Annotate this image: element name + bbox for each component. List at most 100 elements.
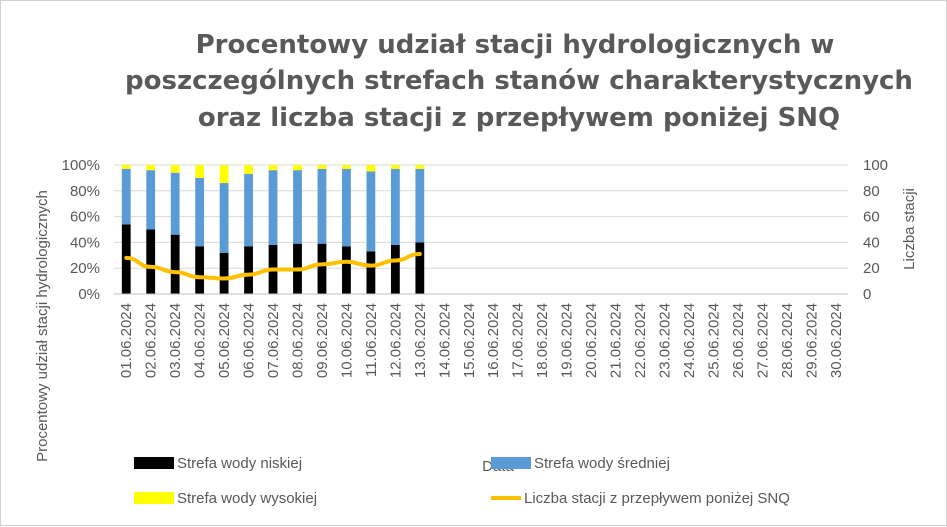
- x-axis-ticks: 01.06.2024 02.06.2024 03.06.2024 04.06.2024…: [118, 303, 845, 378]
- x-tick-label: 01.06.2024: [118, 303, 135, 378]
- bar-series-0-4: [219, 252, 229, 294]
- y-axis-ticks: 0% 20% 40% 60% 80% 100%: [62, 157, 100, 303]
- legend-swatch-2: [134, 492, 174, 504]
- x-tick-label: 15.06.2024: [461, 303, 478, 378]
- chart-title: Procentowy udział stacji hydrologicznych…: [125, 30, 913, 133]
- x-tick-label: 25.06.2024: [705, 303, 722, 378]
- x-tick-label: 08.06.2024: [290, 303, 307, 378]
- y2-tick-label: 60: [863, 209, 880, 226]
- bar-series-1-7: [293, 170, 302, 244]
- y-tick-label: 60%: [70, 209, 100, 226]
- x-tick-label: 20.06.2024: [583, 303, 600, 378]
- bar-series-2-7: [293, 165, 302, 171]
- y2-tick-label: 80: [863, 183, 880, 200]
- y-tick-label: 100%: [62, 157, 100, 174]
- bar-series-1-5: [244, 174, 253, 247]
- y2-tick-label: 100: [863, 157, 888, 174]
- y-tick-label: 80%: [70, 183, 100, 200]
- bar-series-1-4: [219, 183, 229, 253]
- legend-swatch-0: [134, 457, 174, 469]
- bar-series-2-6: [268, 165, 278, 171]
- bar-series-2-1: [146, 165, 156, 171]
- bars: [121, 165, 425, 294]
- x-tick-label: 22.06.2024: [632, 303, 649, 378]
- x-tick-label: 23.06.2024: [657, 303, 674, 378]
- y2-axis-title: Liczba stacji: [901, 188, 918, 270]
- x-tick-label: 30.06.2024: [828, 303, 845, 378]
- x-tick-label: 04.06.2024: [192, 303, 209, 378]
- y-tick-label: 0%: [78, 286, 100, 303]
- y2-axis-ticks: 0 20 40 60 80 100: [863, 157, 888, 303]
- y-tick-label: 40%: [70, 234, 100, 251]
- bar-series-2-2: [170, 165, 180, 173]
- x-tick-label: 16.06.2024: [485, 303, 502, 378]
- legend-label-3: Liczba stacji z przepływem poniżej SNQ: [524, 490, 790, 507]
- y-tick-label: 20%: [70, 260, 100, 277]
- bar-series-2-12: [415, 165, 425, 169]
- chart-title-line-2: poszczególnych strefach stanów charakter…: [125, 66, 913, 96]
- bar-series-2-10: [366, 165, 376, 172]
- x-tick-label: 19.06.2024: [559, 303, 576, 378]
- bar-series-0-2: [170, 234, 180, 294]
- x-tick-label: 09.06.2024: [314, 303, 331, 378]
- legend-label-2: Strefa wody wysokiej: [177, 490, 317, 507]
- x-tick-label: 06.06.2024: [241, 303, 258, 378]
- x-tick-label: 10.06.2024: [338, 303, 355, 378]
- legend: Strefa wody niskiej Strefa wody średniej S…: [134, 455, 790, 507]
- bar-series-1-6: [268, 170, 278, 245]
- bar-series-0-3: [195, 246, 205, 294]
- x-tick-label: 21.06.2024: [608, 303, 625, 378]
- x-tick-label: 03.06.2024: [167, 303, 184, 378]
- x-tick-label: 29.06.2024: [803, 303, 820, 378]
- legend-label-0: Strefa wody niskiej: [177, 455, 302, 472]
- x-tick-label: 18.06.2024: [534, 303, 551, 378]
- y2-tick-label: 20: [863, 260, 880, 277]
- bar-series-2-8: [317, 165, 327, 169]
- x-tick-label: 17.06.2024: [510, 303, 527, 378]
- legend-swatch-1: [491, 457, 531, 469]
- x-tick-label: 14.06.2024: [436, 303, 453, 378]
- bar-series-0-12: [415, 242, 425, 294]
- x-tick-label: 28.06.2024: [779, 303, 796, 378]
- bar-series-2-4: [219, 165, 229, 184]
- x-tick-label: 02.06.2024: [143, 303, 160, 378]
- y2-tick-label: 0: [863, 286, 871, 303]
- line-series-3: [124, 252, 422, 281]
- x-tick-label: 05.06.2024: [216, 303, 233, 378]
- bar-series-0-1: [146, 229, 156, 294]
- x-tick-label: 13.06.2024: [412, 303, 429, 378]
- bar-series-2-0: [121, 165, 131, 169]
- bar-series-1-1: [146, 170, 156, 230]
- series-lines: [124, 252, 422, 281]
- x-tick-label: 26.06.2024: [730, 303, 747, 378]
- bar-series-1-2: [170, 172, 180, 235]
- bar-series-1-0: [121, 168, 131, 225]
- bar-series-1-8: [317, 168, 327, 244]
- legend-label-1: Strefa wody średniej: [534, 455, 670, 472]
- bar-series-0-8: [317, 243, 327, 294]
- bar-series-0-5: [244, 246, 253, 294]
- bar-series-2-11: [390, 165, 400, 169]
- x-tick-label: 12.06.2024: [387, 303, 404, 378]
- bar-series-0-10: [366, 251, 376, 294]
- x-tick-label: 07.06.2024: [265, 303, 282, 378]
- bar-series-1-12: [415, 168, 425, 243]
- y-axis-title: Procentowy udział stacji hydrologicznych: [34, 190, 51, 462]
- bar-series-1-10: [366, 171, 376, 252]
- bar-series-1-9: [342, 168, 351, 247]
- bar-series-0-9: [342, 246, 351, 294]
- bar-series-1-3: [195, 177, 205, 247]
- x-tick-label: 24.06.2024: [681, 303, 698, 378]
- bar-series-0-11: [390, 244, 400, 294]
- chart-title-line-1: Procentowy udział stacji hydrologicznych…: [196, 30, 835, 60]
- y2-tick-label: 40: [863, 234, 880, 251]
- bar-series-2-3: [195, 165, 205, 178]
- bar-series-1-11: [390, 168, 400, 245]
- x-tick-label: 27.06.2024: [754, 303, 771, 378]
- chart-title-line-3: oraz liczba stacji z przepływem poniżej …: [198, 103, 840, 133]
- bar-series-2-5: [244, 165, 253, 175]
- bar-series-2-9: [342, 165, 351, 169]
- x-tick-label: 11.06.2024: [363, 303, 380, 377]
